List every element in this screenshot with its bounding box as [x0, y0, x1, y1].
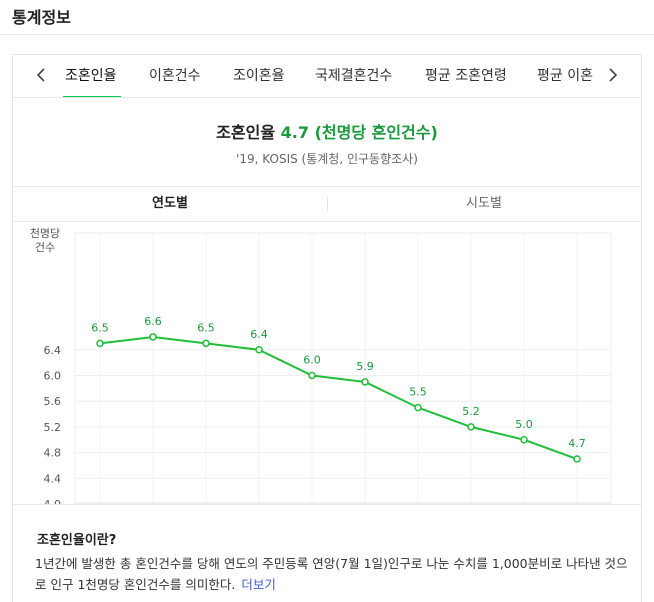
subtab-by-year[interactable]: 연도별 — [152, 196, 188, 211]
y-tick-label: 6.0 — [44, 370, 62, 383]
y-tick-label: 5.2 — [44, 421, 62, 434]
data-point — [96, 339, 104, 348]
y-axis-label: 건수 — [35, 241, 55, 254]
tab-avg-first-marriage-age[interactable]: 평균 조혼연령 — [425, 68, 507, 84]
source-text: '19, KOSIS (통계청, 인구동향조사) — [236, 152, 418, 166]
tabs-scroll: 조혼인율 이혼건수 조이혼율 국제결혼건수 평균 조혼연령 평균 이혼 — [63, 55, 597, 97]
tabs-next-button[interactable] — [603, 65, 623, 85]
tab-crude-marriage-rate[interactable]: 조혼인율 — [63, 55, 121, 97]
data-label: 4.7 — [568, 437, 586, 450]
y-tick-label: 4.8 — [44, 447, 62, 460]
plot-frame — [74, 232, 612, 504]
tab-crude-divorce-rate[interactable]: 조이혼율 — [233, 68, 285, 84]
stats-card: 조혼인율 이혼건수 조이혼율 국제결혼건수 평균 조혼연령 평균 이혼 조혼인율… — [12, 54, 642, 602]
category-tabs: 조혼인율 이혼건수 조이혼율 국제결혼건수 평균 조혼연령 평균 이혼 — [13, 55, 641, 98]
data-label: 5.5 — [409, 386, 427, 399]
headline-unit: (천명당 혼인건수) — [314, 123, 438, 142]
y-tick-label: 4.4 — [44, 472, 62, 485]
data-point — [255, 346, 263, 354]
data-point — [520, 436, 528, 444]
tab-divorce-count[interactable]: 이혼건수 — [149, 68, 201, 84]
tabs-prev-button[interactable] — [31, 65, 51, 85]
data-point — [467, 423, 475, 431]
subtab-separator — [327, 197, 328, 211]
data-label: 6.6 — [144, 315, 162, 328]
data-label: 5.9 — [356, 360, 374, 373]
series-line — [99, 335, 578, 460]
headline: 조혼인율 4.7 (천명당 혼인건수) — [13, 119, 641, 143]
data-label: 6.5 — [91, 321, 109, 334]
y-tick-label: 6.4 — [44, 344, 62, 357]
y-tick-label: 4.0 — [44, 498, 62, 505]
definition-body: 1년간에 발생한 총 혼인건수를 당해 연도의 주민등록 연앙(7월 1일)인구… — [35, 553, 635, 595]
view-subtabs: 연도별 시도별 — [13, 186, 641, 222]
data-point — [149, 333, 157, 341]
data-label: 6.5 — [197, 321, 215, 334]
data-label: 6.0 — [303, 354, 321, 367]
tab-international-marriage[interactable]: 국제결혼건수 — [315, 68, 393, 84]
card-divider — [13, 504, 641, 505]
y-axis-label: 천명당 — [30, 226, 60, 240]
chevron-right-icon — [609, 68, 618, 82]
data-point — [308, 371, 316, 380]
data-point — [361, 378, 369, 386]
chevron-left-icon — [36, 68, 45, 82]
data-point — [573, 455, 581, 463]
data-label: 5.0 — [515, 418, 533, 431]
definition-title: 조혼인율이란? — [37, 533, 117, 548]
section-title: 통계정보 — [12, 8, 71, 27]
chart-area: 4.04.44.85.25.66.06.42010201120122013201… — [13, 223, 641, 505]
data-label: 6.4 — [250, 328, 268, 341]
data-point — [202, 339, 210, 348]
headline-value: 4.7 — [280, 123, 309, 142]
more-link[interactable]: 더보기 — [241, 577, 276, 592]
tab-avg-divorce[interactable]: 평균 이혼 — [537, 68, 593, 84]
data-point — [414, 403, 422, 412]
subtab-by-region[interactable]: 시도별 — [466, 196, 502, 211]
headline-label: 조혼인율 — [216, 123, 276, 142]
line-chart: 4.04.44.85.25.66.06.42010201120122013201… — [30, 226, 612, 505]
definition-text: 1년간에 발생한 총 혼인건수를 당해 연도의 주민등록 연앙(7월 1일)인구… — [35, 556, 628, 592]
title-divider — [0, 34, 654, 35]
y-tick-label: 5.6 — [44, 395, 62, 408]
data-label: 5.2 — [462, 405, 480, 418]
